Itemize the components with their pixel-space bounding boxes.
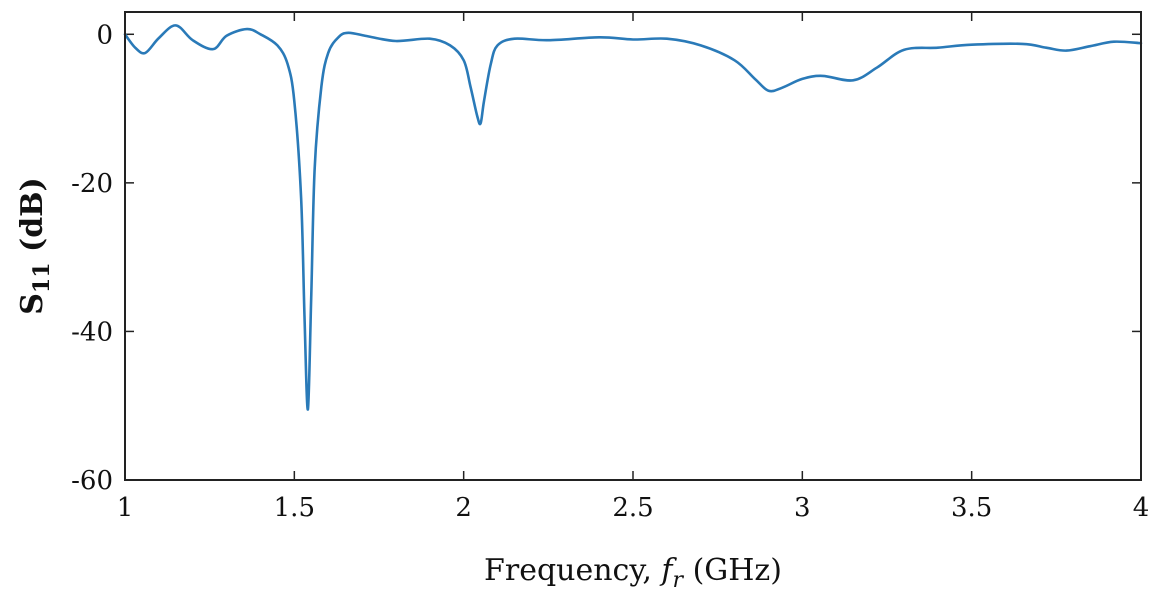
x-tick-label: 2.5 — [612, 493, 653, 523]
ticks-layer — [124, 12, 1142, 481]
y-tick-label: -60 — [71, 466, 113, 496]
y-tick-label: -40 — [71, 317, 113, 347]
plot-frame — [124, 11, 1142, 481]
y-axis-label: S11 (dB) — [15, 177, 55, 314]
x-tick-labels: 1 1.5 2 2.5 3 3.5 4 — [117, 493, 1150, 523]
x-tick-label: 3.5 — [951, 493, 992, 523]
s11-series-line — [123, 24, 1143, 411]
x-tick-label: 4 — [1133, 493, 1150, 523]
x-tick-label: 2 — [455, 493, 472, 523]
y-tick-label: -20 — [71, 169, 113, 199]
series-layer — [123, 24, 1143, 411]
x-tick-label: 3 — [794, 493, 811, 523]
x-axis-label: Frequency, fr (GHz) — [484, 553, 782, 593]
x-tick-label: 1.5 — [274, 493, 315, 523]
y-tick-label: 0 — [96, 20, 113, 50]
x-tick-label: 1 — [117, 493, 134, 523]
y-tick-labels: 0 -20 -40 -60 — [71, 20, 113, 496]
